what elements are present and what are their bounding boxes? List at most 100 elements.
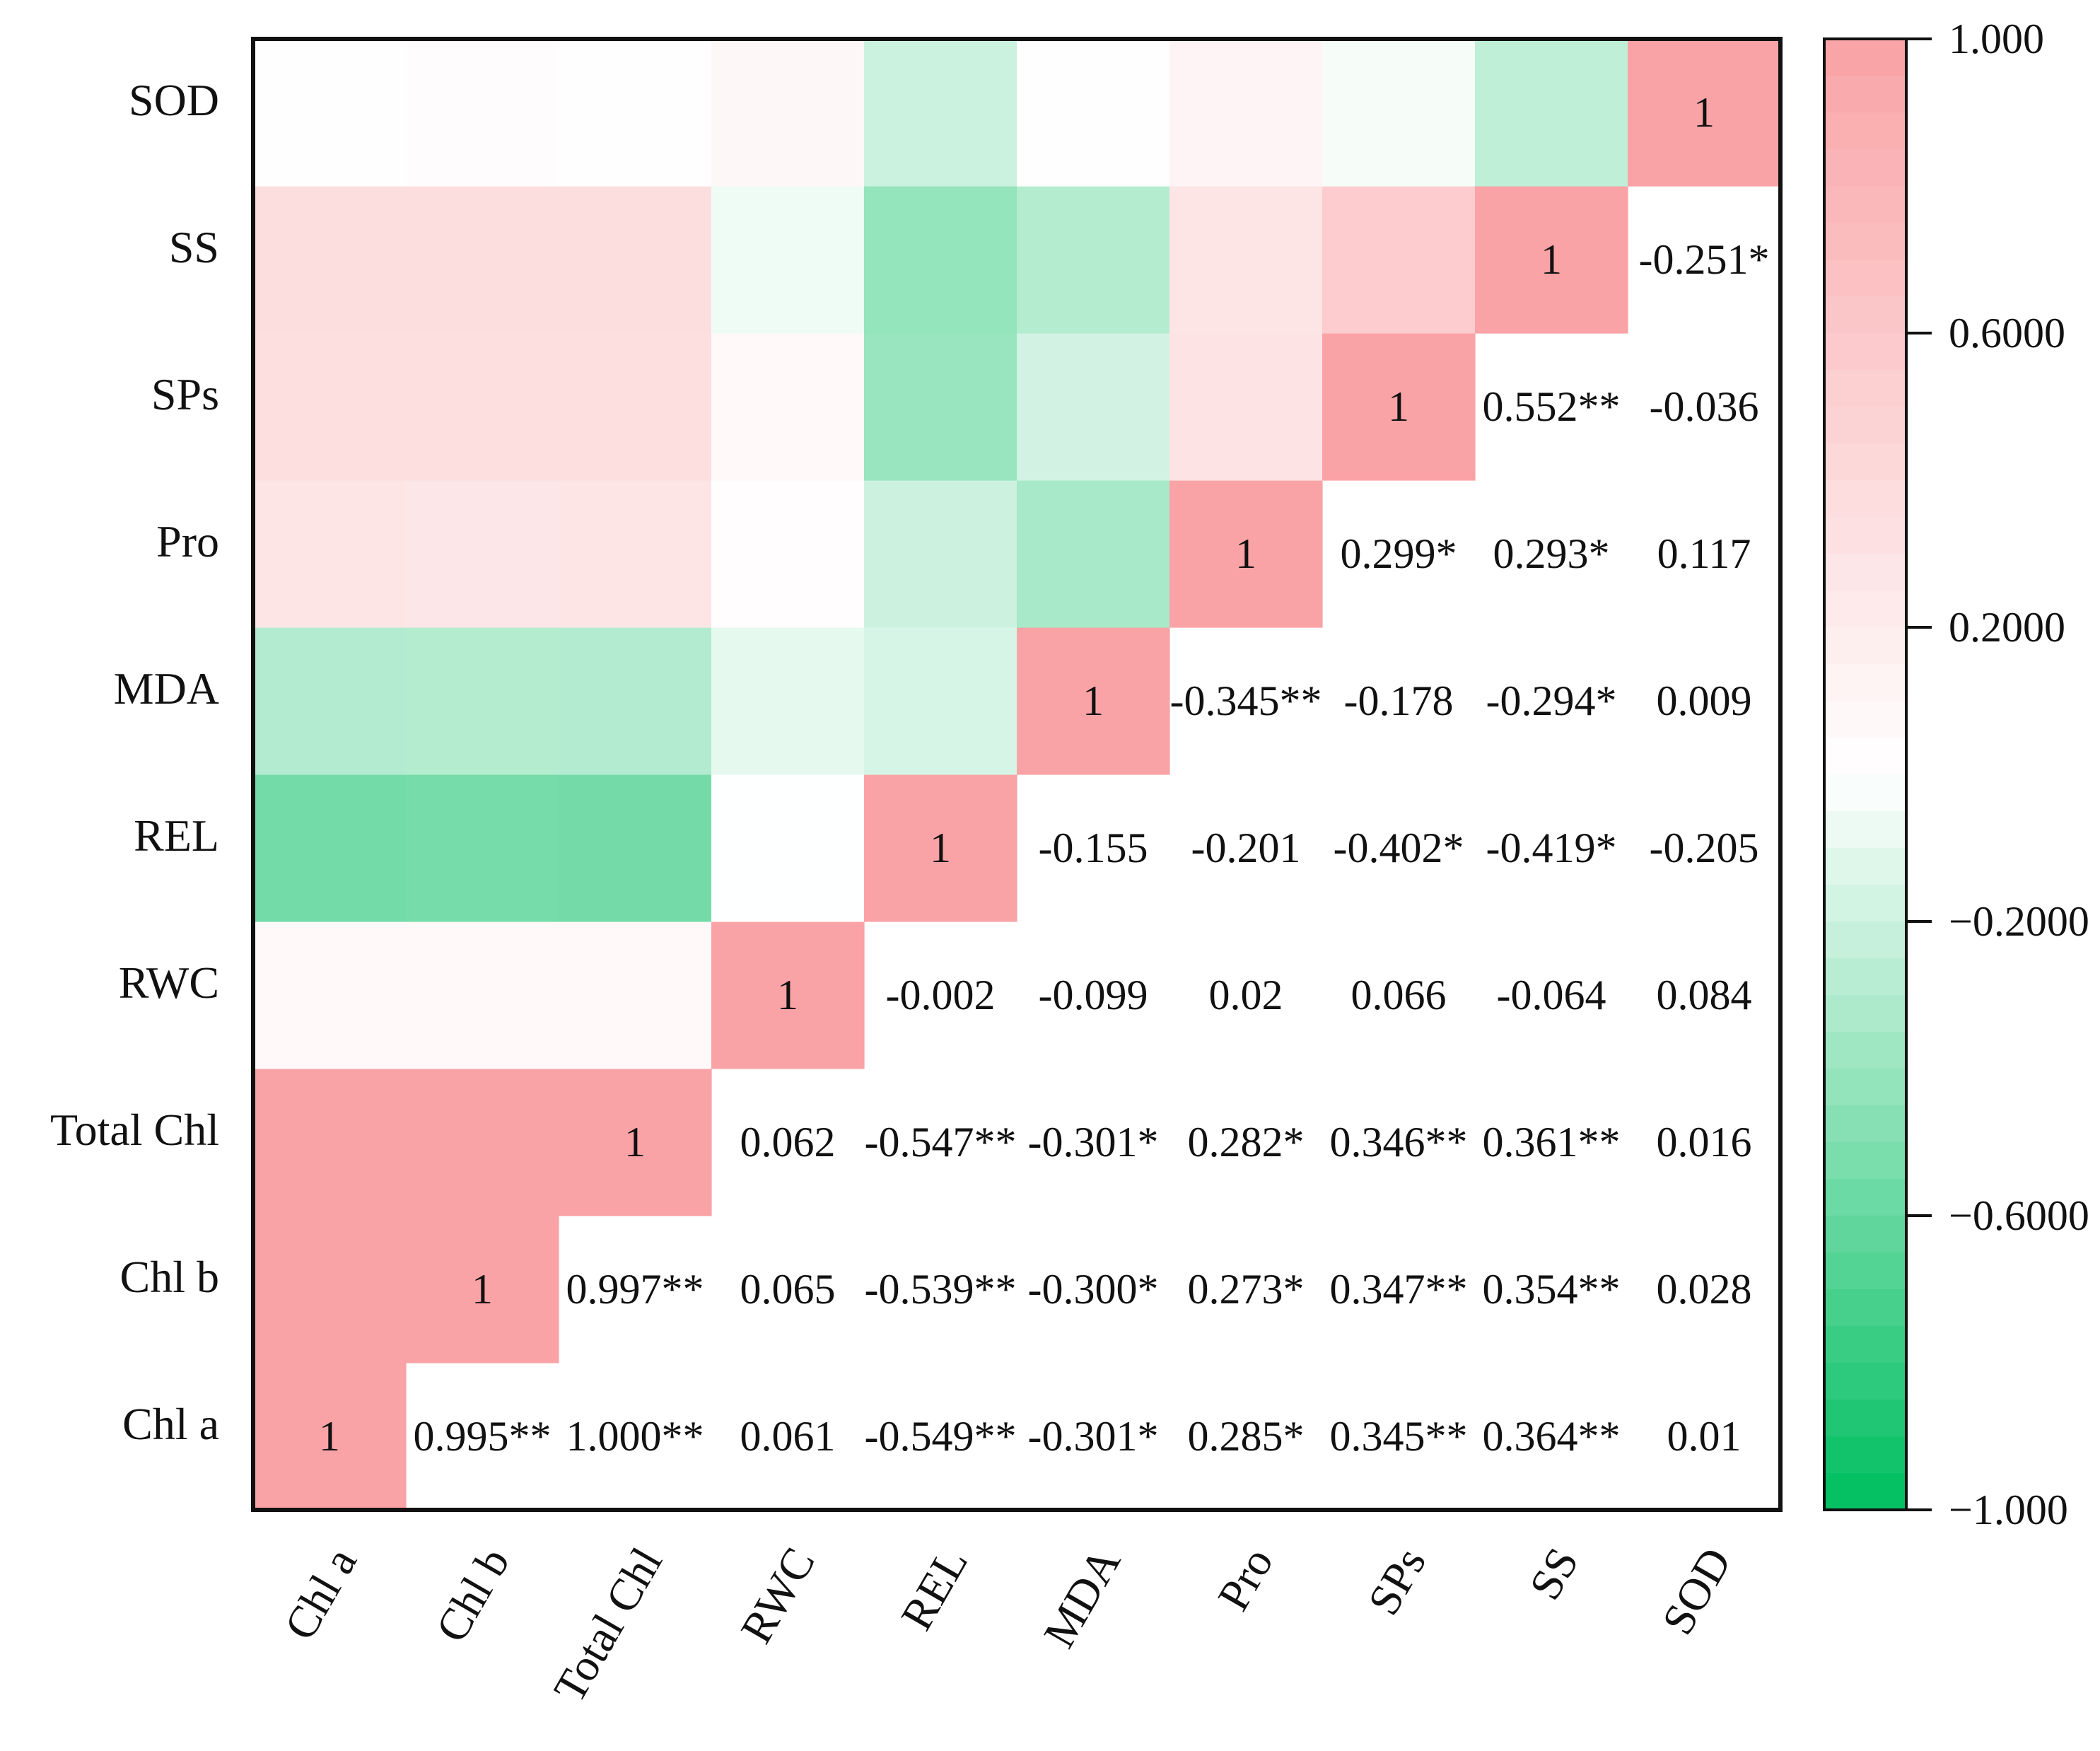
heatmap-cell-sod-vs-sod — [1628, 39, 1781, 187]
colorbar-segment — [1824, 39, 1906, 76]
y-tick-label-chl-a: Chl a — [122, 1399, 219, 1449]
colorbar-segment — [1824, 1069, 1906, 1106]
cell-value-total-chl-vs-sod: 0.016 — [1657, 1119, 1752, 1165]
cell-value-rel-vs-rel: 1 — [930, 825, 951, 871]
colorbar-segment — [1824, 223, 1906, 260]
y-tick-label-mda: MDA — [114, 663, 219, 714]
heatmap-cell-ss-vs-chl-b — [406, 186, 559, 334]
cell-value-mda-vs-mda: 1 — [1083, 677, 1104, 724]
cell-value-chl-a-vs-sps: 0.345** — [1330, 1413, 1468, 1460]
cell-value-rwc-vs-rel: -0.002 — [886, 972, 996, 1018]
heatmap-cell-sod-vs-sps — [1322, 39, 1476, 187]
x-tick-label-total-chl: Total Chl — [544, 1540, 672, 1711]
colorbar-segment — [1824, 885, 1906, 922]
cell-value-sps-vs-ss: 0.552** — [1483, 383, 1621, 430]
heatmap-cell-ss-vs-total-chl — [559, 186, 712, 334]
colorbar-segment — [1824, 1142, 1906, 1180]
heatmap-cell-rel-vs-total-chl — [559, 774, 712, 922]
x-tick-label-chl-b: Chl b — [426, 1540, 519, 1651]
y-tick-label-sod: SOD — [129, 75, 219, 125]
heatmap-cell-chl-b-vs-chl-a — [253, 1216, 407, 1363]
cell-value-chl-b-vs-pro: 0.273* — [1188, 1266, 1305, 1313]
cell-value-chl-a-vs-pro: 0.285* — [1188, 1413, 1305, 1460]
heatmap-cell-mda-vs-total-chl — [559, 627, 712, 775]
heatmap-cells — [253, 39, 1781, 1511]
y-axis-labels: SOD SS SPs Pro MDA REL RWC Total Chl Chl b Chl a — [50, 75, 219, 1449]
x-tick-label-ss: SS — [1519, 1540, 1588, 1608]
colorbar-segment — [1824, 811, 1906, 849]
heatmap-cell-pro-vs-mda — [1017, 480, 1170, 628]
cell-value-rel-vs-ss: -0.419* — [1486, 825, 1617, 871]
colorbar-segment — [1824, 370, 1906, 407]
heatmap-cell-chl-a-vs-chl-a — [253, 1363, 407, 1511]
heatmap-cell-pro-vs-chl-a — [253, 480, 407, 628]
cell-value-total-chl-vs-sps: 0.346** — [1330, 1119, 1468, 1165]
colorbar-segment — [1824, 701, 1906, 738]
x-axis-labels: Chl a Chl b Total Chl RWC REL MDA Pro SPs SS SOD — [274, 1540, 1741, 1711]
y-tick-label-total-chl: Total Chl — [50, 1105, 219, 1155]
cell-value-chl-a-vs-chl-a: 1 — [319, 1413, 340, 1460]
heatmap-cell-rel-vs-rwc — [711, 774, 865, 922]
heatmap-cell-sps-vs-pro — [1169, 333, 1323, 481]
cell-value-total-chl-vs-total-chl: 1 — [624, 1119, 646, 1165]
heatmap-cell-pro-vs-pro — [1169, 480, 1323, 628]
heatmap-cell-total-chl-vs-chl-a — [253, 1069, 407, 1216]
heatmap-cell-ss-vs-rwc — [711, 186, 865, 334]
heatmap-cell-ss-vs-pro — [1169, 186, 1323, 334]
cell-value-sod-vs-sod: 1 — [1693, 89, 1715, 136]
colorbar-segment — [1824, 774, 1906, 812]
colorbar-segment — [1824, 664, 1906, 702]
cell-value-mda-vs-sps: -0.178 — [1344, 677, 1454, 724]
colorbar-segment — [1824, 1326, 1906, 1363]
y-tick-label-rwc: RWC — [119, 958, 219, 1008]
colorbar-segment — [1824, 554, 1906, 591]
cell-value-rel-vs-pro: -0.201 — [1191, 825, 1301, 871]
heatmap-cell-rwc-vs-rwc — [711, 921, 865, 1069]
colorbar-segment — [1824, 1032, 1906, 1069]
colorbar-segment — [1824, 1252, 1906, 1290]
colorbar-segment — [1824, 517, 1906, 554]
cell-value-rwc-vs-sod: 0.084 — [1657, 972, 1752, 1018]
heatmap-cell-sod-vs-rel — [864, 39, 1017, 187]
cell-value-chl-b-vs-mda: -0.300* — [1028, 1266, 1159, 1313]
cell-value-pro-vs-pro: 1 — [1235, 530, 1256, 577]
x-tick-label-rel: REL — [891, 1540, 977, 1639]
cell-value-chl-b-vs-total-chl: 0.997** — [566, 1266, 704, 1313]
plot-frame — [251, 37, 1783, 1512]
x-tick-label-pro: Pro — [1208, 1540, 1283, 1619]
cell-value-ss-vs-ss: 1 — [1541, 236, 1562, 283]
heatmap-cell-pro-vs-rwc — [711, 480, 865, 628]
colorbar-segment — [1824, 1289, 1906, 1327]
colorbar: 1.000 0.6000 0.2000 −0.2000 −0.6000 −1.000 — [1823, 16, 2089, 1533]
heatmap-cell-total-chl-vs-total-chl — [559, 1069, 712, 1216]
x-tick-label-rwc: RWC — [731, 1540, 825, 1652]
heatmap-cell-ss-vs-ss — [1475, 186, 1628, 334]
colorbar-segment — [1824, 1436, 1906, 1474]
cell-value-chl-a-vs-rwc: 0.061 — [740, 1413, 836, 1460]
heatmap-cell-mda-vs-rel — [864, 627, 1017, 775]
x-tick-label-sod: SOD — [1652, 1540, 1742, 1643]
cell-value-chl-b-vs-rwc: 0.065 — [740, 1266, 836, 1313]
cell-value-total-chl-vs-rel: -0.547** — [865, 1119, 1017, 1165]
colorbar-tick-label: 0.6000 — [1949, 310, 2065, 356]
heatmap-cell-pro-vs-chl-b — [406, 480, 559, 628]
heatmap-cell-sod-vs-mda — [1017, 39, 1170, 187]
heatmap-cell-sps-vs-mda — [1017, 333, 1170, 481]
colorbar-segment — [1824, 186, 1906, 223]
cell-value-chl-a-vs-rel: -0.549** — [865, 1413, 1017, 1460]
colorbar-segment — [1824, 591, 1906, 628]
heatmap-cell-ss-vs-mda — [1017, 186, 1170, 334]
colorbar-frame — [1823, 37, 1908, 1511]
colorbar-segment — [1824, 921, 1906, 959]
cell-value-rwc-vs-mda: -0.099 — [1039, 972, 1148, 1018]
colorbar-segment — [1824, 443, 1906, 481]
y-tick-label-ss: SS — [169, 222, 219, 272]
cell-value-ss-vs-sod: -0.251* — [1639, 236, 1770, 283]
cell-value-rwc-vs-pro: 0.02 — [1209, 972, 1283, 1018]
cell-value-chl-a-vs-ss: 0.364** — [1483, 1413, 1621, 1460]
heatmap-cell-sps-vs-sps — [1322, 333, 1476, 481]
heatmap-cell-rel-vs-chl-b — [406, 774, 559, 922]
cell-value-rwc-vs-ss: -0.064 — [1497, 972, 1606, 1018]
colorbar-segment — [1824, 995, 1906, 1032]
